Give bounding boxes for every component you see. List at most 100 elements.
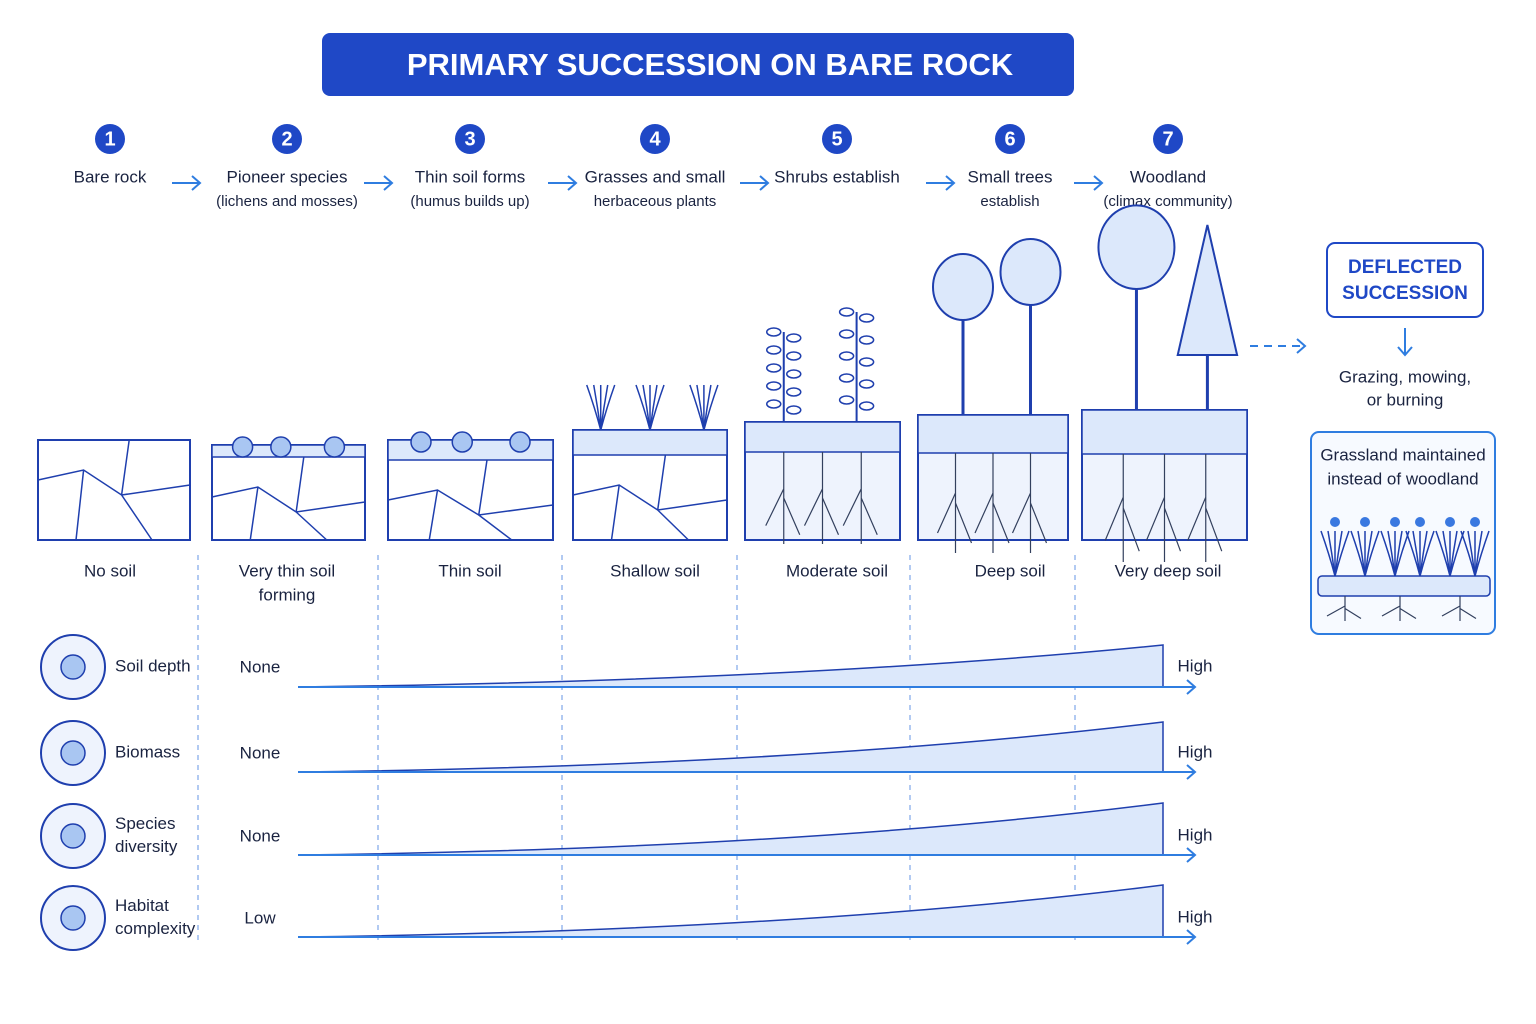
arrow-head xyxy=(1186,764,1197,780)
leaf xyxy=(858,357,875,367)
leaf xyxy=(766,363,782,373)
trend-start: None xyxy=(240,826,281,845)
soil-label: Deep soil xyxy=(975,561,1046,580)
deflected-result: Grassland maintained xyxy=(1320,445,1485,464)
grass xyxy=(1364,530,1380,577)
trend-label: Species xyxy=(115,814,175,833)
flower xyxy=(1415,517,1425,527)
lichen xyxy=(323,436,346,458)
root xyxy=(1145,454,1182,562)
stage-label: Woodland xyxy=(1130,167,1206,186)
root xyxy=(1326,596,1362,621)
root xyxy=(842,452,878,544)
trend-end: High xyxy=(1178,656,1213,675)
soil-layer xyxy=(744,421,901,453)
arrow-head xyxy=(567,175,578,191)
title-banner xyxy=(322,33,1074,96)
trend-start: None xyxy=(240,657,281,676)
rock-cracks xyxy=(572,454,728,541)
trend-label: diversity xyxy=(115,837,178,856)
trend-label: Biomass xyxy=(115,742,180,761)
leaf xyxy=(786,369,802,379)
flower xyxy=(1360,517,1370,527)
step-number: 3 xyxy=(464,128,475,150)
step-badge xyxy=(1153,124,1183,154)
rock-cracks xyxy=(37,439,191,541)
deflected-title: SUCCESSION xyxy=(1342,283,1468,304)
stage-label: Small trees xyxy=(967,167,1052,186)
step-badge xyxy=(822,124,852,154)
leaf xyxy=(766,345,782,355)
step-number: 2 xyxy=(281,128,292,150)
flower xyxy=(1445,517,1455,527)
stage-subtitle: (lichens and mosses) xyxy=(216,193,358,210)
root xyxy=(936,453,973,553)
arrow-head xyxy=(945,175,956,191)
flower xyxy=(1390,517,1400,527)
soil-layer xyxy=(917,414,1069,454)
step-badge xyxy=(995,124,1025,154)
stage-label: Grasses and small xyxy=(585,167,726,186)
root xyxy=(1187,454,1223,562)
root xyxy=(974,453,1010,553)
leaf xyxy=(838,395,855,405)
trend-end: High xyxy=(1178,825,1213,844)
leaf xyxy=(786,351,802,361)
step-badge xyxy=(272,124,302,154)
arrow-head xyxy=(759,175,770,191)
soil-label: Very thin soil xyxy=(239,561,335,580)
soil-layer xyxy=(1317,575,1491,597)
canopy xyxy=(1097,204,1176,290)
stage-label: Thin soil forms xyxy=(415,167,526,186)
grass xyxy=(1474,530,1490,577)
leaf xyxy=(838,351,855,361)
flower xyxy=(1330,517,1340,527)
trend-wedge xyxy=(297,884,1164,938)
trend-icon-inner xyxy=(60,823,86,849)
leaf xyxy=(858,401,875,411)
step-badge xyxy=(95,124,125,154)
step-number: 7 xyxy=(1162,128,1173,150)
deflected-result: instead of woodland xyxy=(1327,469,1478,488)
trend-label: Soil depth xyxy=(115,656,191,675)
leaf xyxy=(786,333,802,343)
leaf xyxy=(838,373,855,383)
leaf xyxy=(786,387,802,397)
arrow-head xyxy=(1186,847,1197,863)
root xyxy=(765,452,801,544)
leaf xyxy=(858,313,875,323)
rock-cracks xyxy=(211,456,366,541)
leaf xyxy=(838,329,855,339)
grass xyxy=(599,384,616,431)
stage-label: Bare rock xyxy=(74,167,147,186)
trend-start: None xyxy=(240,743,281,762)
grass xyxy=(1334,530,1350,577)
grass xyxy=(649,384,665,431)
deflected-title: DEFLECTED xyxy=(1348,257,1462,278)
grass xyxy=(703,384,719,431)
deflected-cause: Grazing, mowing, xyxy=(1339,367,1471,386)
trend-wedge xyxy=(297,802,1164,856)
lichen xyxy=(451,431,473,453)
lichen xyxy=(231,436,254,458)
leaf xyxy=(766,399,782,409)
trend-icon-inner xyxy=(60,654,86,680)
soil-label: Moderate soil xyxy=(786,561,888,580)
leaf xyxy=(858,379,875,389)
root xyxy=(1381,596,1417,621)
root xyxy=(803,452,840,544)
trend-wedge xyxy=(297,721,1164,773)
deflected-cause: or burning xyxy=(1367,390,1444,409)
flower xyxy=(1470,517,1480,527)
arrow-head xyxy=(1093,175,1104,191)
arrow-head xyxy=(1186,679,1197,695)
canopy xyxy=(999,238,1062,306)
soil-label: Very deep soil xyxy=(1115,561,1222,580)
stage-subtitle: herbaceous plants xyxy=(594,193,717,210)
stage-subtitle: (humus builds up) xyxy=(410,193,529,210)
soil-label: forming xyxy=(259,585,316,604)
step-badge xyxy=(455,124,485,154)
leaf xyxy=(838,307,855,317)
lichen xyxy=(410,431,432,453)
